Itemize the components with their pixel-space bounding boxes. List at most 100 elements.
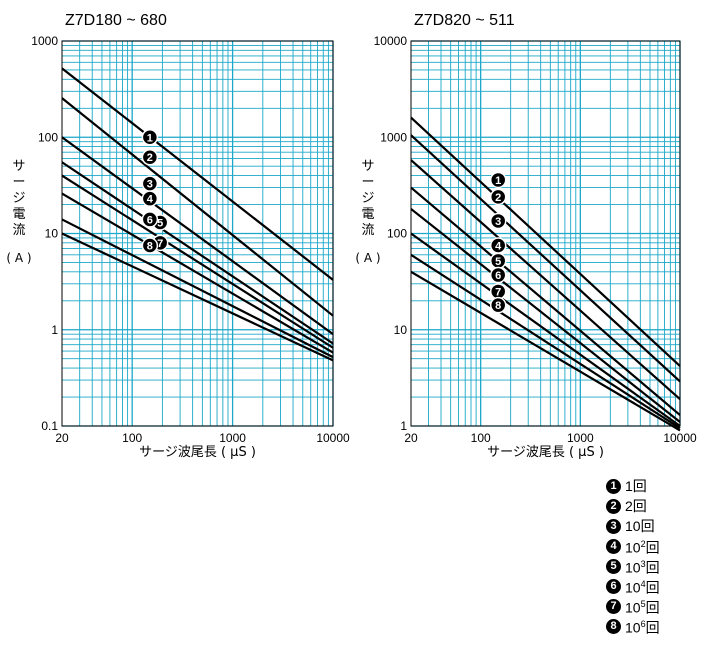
legend-item: 6 104回	[606, 576, 660, 596]
x-axis-label: サージ波尾長 ( μS )	[487, 445, 604, 460]
y-tick-label: 100	[38, 130, 58, 144]
legend-item: 7 105回	[606, 596, 660, 616]
legend-number-badge: 1	[606, 478, 621, 494]
legend-label: 105回	[625, 594, 660, 618]
series-marker-label: 6	[147, 214, 153, 226]
x-tick-label: 10000	[663, 431, 697, 445]
legend-label: 2回	[625, 496, 647, 516]
x-tick-label: 1000	[567, 431, 594, 445]
series-line-5	[410, 208, 681, 423]
series-line-4	[410, 186, 681, 416]
legend: 1 1回 2 2回 3 10回 4 102回 5 103回 6 104回 7 105回 8 106回	[606, 476, 660, 636]
y-axis-label-char: 電	[361, 207, 374, 222]
x-tick-label: 1000	[219, 431, 246, 445]
legend-number-badge: 6	[606, 578, 621, 594]
legend-unit: 回	[640, 518, 655, 534]
legend-label: 106回	[625, 614, 660, 638]
y-tick-label: 100	[387, 227, 407, 241]
legend-unit: 回	[645, 539, 660, 556]
series-marker-label: 1	[495, 175, 501, 187]
legend-base: 10	[625, 518, 641, 534]
legend-exponent: 6	[640, 619, 646, 630]
legend-unit: 回	[645, 599, 660, 616]
series-line-1	[61, 67, 334, 281]
legend-base: 10	[625, 619, 641, 636]
series-marker-8	[141, 237, 159, 254]
y-tick-label: 0.1	[41, 419, 58, 433]
series-marker-label: 2	[495, 192, 501, 204]
legend-label: 1回	[625, 476, 647, 496]
plot-frame	[61, 40, 334, 427]
y-tick-label: 10	[394, 323, 408, 337]
series-line-3	[61, 136, 334, 336]
series-marker-label: 4	[147, 194, 154, 206]
series-marker-label: 8	[495, 300, 501, 312]
legend-label: 104回	[625, 574, 660, 598]
legend-exponent: 4	[640, 579, 646, 590]
x-tick-label: 10000	[316, 431, 350, 445]
series-line-6	[61, 192, 334, 354]
legend-item: 8 106回	[606, 616, 660, 636]
y-tick-label: 1000	[31, 34, 58, 48]
series-line-8	[410, 270, 681, 432]
legend-exponent: 3	[640, 559, 646, 570]
legend-base: 10	[625, 539, 641, 556]
series-marker-6	[489, 266, 507, 284]
series-marker-4	[141, 190, 159, 207]
legend-base: 10	[625, 559, 641, 576]
legend-base: 10	[625, 599, 641, 616]
series-marker-label: 2	[147, 152, 153, 164]
series-line-7	[410, 253, 681, 430]
series-marker-label: 5	[495, 256, 501, 268]
series-marker-1	[141, 129, 159, 146]
y-axis-label-char: 電	[12, 207, 25, 222]
x-tick-label: 20	[55, 431, 69, 445]
legend-base: 10	[625, 579, 641, 596]
y-tick-label: 10	[45, 227, 59, 241]
chart-2: 1 2 3 4 5 6 7 8 Z7D820 ~ 511 20 100 1000 10000 1 10 100…	[355, 12, 697, 460]
legend-unit: 回	[645, 619, 660, 636]
series-marker-label: 4	[495, 241, 502, 253]
series-marker-2	[141, 148, 159, 166]
chart-title: Z7D820 ~ 511	[414, 12, 515, 29]
y-axis-label-char: サ	[361, 159, 374, 174]
plot-frame	[410, 40, 681, 427]
legend-unit: 回	[632, 498, 647, 514]
y-axis-label-char: ー	[361, 175, 374, 190]
legend-unit: 回	[632, 478, 647, 494]
series-line-3	[410, 159, 681, 400]
legend-item: 3 10回	[606, 516, 660, 536]
legend-number-badge: 3	[606, 518, 621, 534]
legend-unit: 回	[645, 559, 660, 576]
legend-base: 2	[625, 498, 633, 514]
y-axis-unit: ( A )	[355, 251, 380, 265]
legend-item: 5 103回	[606, 556, 660, 576]
series-marker-6	[141, 211, 159, 228]
legend-base: 1	[625, 478, 633, 494]
series-line-2	[61, 97, 334, 317]
y-axis-label-char: サ	[12, 159, 25, 174]
y-axis-label-char: ー	[12, 175, 25, 190]
series-marker-label: 3	[495, 216, 501, 228]
x-tick-label: 20	[404, 431, 418, 445]
series-marker-8	[489, 296, 507, 314]
legend-label: 102回	[625, 534, 660, 558]
chart-title: Z7D180 ~ 680	[65, 12, 167, 29]
series-line-7	[61, 218, 334, 359]
legend-number-badge: 8	[606, 618, 621, 634]
y-axis-label-char: 流	[361, 223, 374, 238]
legend-label: 10回	[625, 516, 655, 536]
x-tick-label: 100	[122, 431, 142, 445]
series-line-8	[61, 232, 334, 362]
legend-number-badge: 4	[606, 538, 621, 554]
series-line-5	[61, 174, 334, 349]
y-axis-label-char: 流	[12, 223, 25, 238]
series-line-1	[410, 116, 681, 367]
y-axis-label-char: ジ	[12, 191, 25, 206]
y-tick-label: 1	[400, 419, 407, 433]
legend-number-badge: 5	[606, 558, 621, 574]
y-tick-label: 1	[51, 323, 58, 337]
series-marker-label: 1	[147, 132, 153, 144]
